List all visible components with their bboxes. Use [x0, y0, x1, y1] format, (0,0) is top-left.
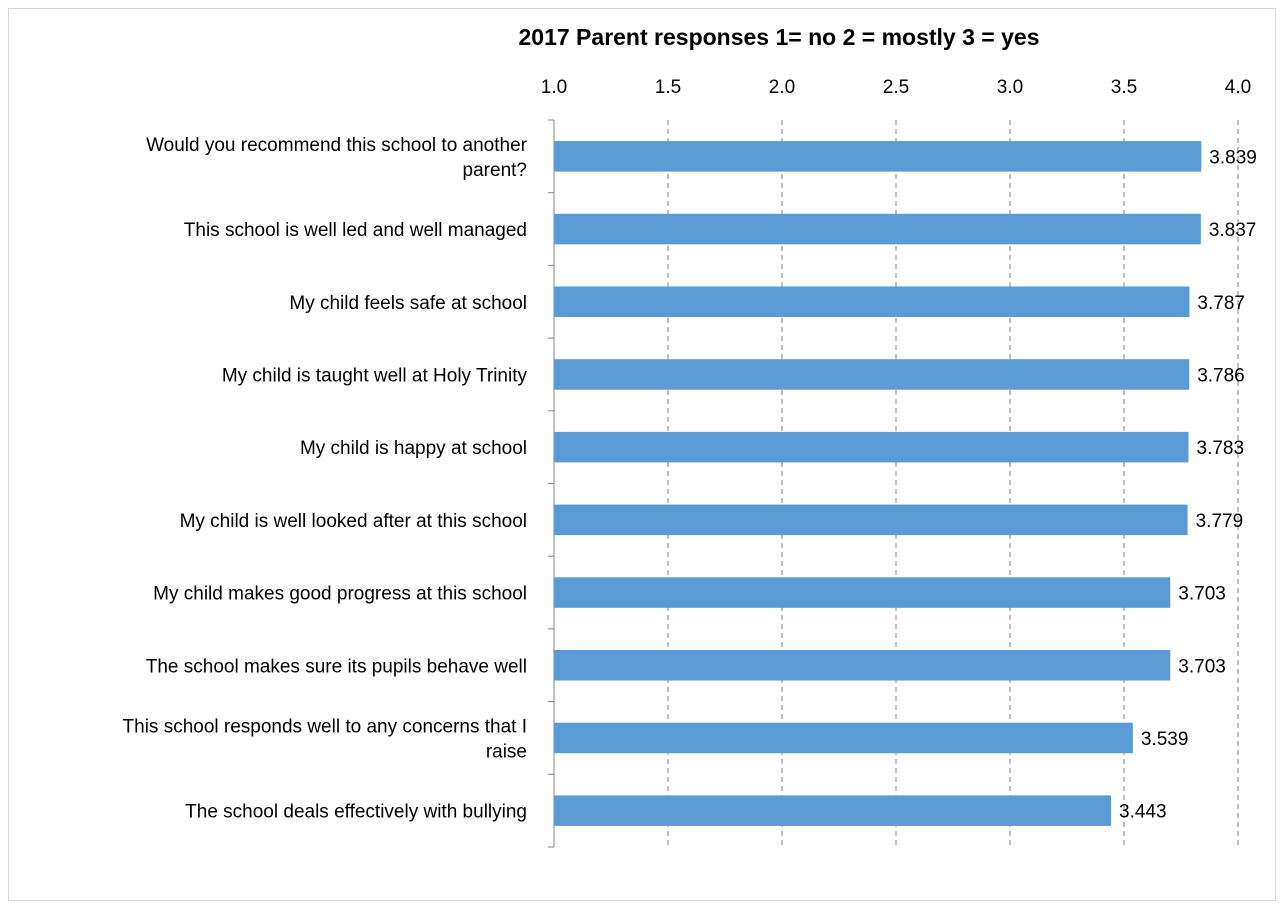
category-labels: Would you recommend this school to anoth…: [123, 135, 528, 823]
data-label: 3.703: [1178, 656, 1226, 677]
tick-label: 3.0: [997, 77, 1023, 98]
data-label: 3.539: [1141, 729, 1189, 750]
category-label: My child is happy at school: [300, 438, 527, 459]
category-label: This school responds well to any concern…: [123, 716, 527, 762]
data-label: 3.837: [1209, 220, 1257, 241]
data-labels: 3.839 3.837 3.787 3.786 3.783 3.779 3.703 3.703…: [1119, 147, 1257, 822]
chart-title: 2017 Parent responses 1= no 2 = mostly 3…: [519, 24, 1040, 50]
tick-label: 4.0: [1225, 77, 1251, 98]
bar: [554, 141, 1202, 172]
bar: [554, 577, 1171, 608]
bar: [554, 213, 1201, 245]
category-label: The school makes sure its pupils behave …: [146, 656, 527, 677]
tick-label: 1.0: [541, 77, 567, 98]
data-label: 3.779: [1196, 511, 1244, 532]
category-label: Would you recommend this school to anoth…: [146, 135, 528, 181]
tick-label: 3.5: [1111, 77, 1137, 98]
category-label: The school deals effectively with bullyi…: [185, 802, 527, 823]
tick-label: 2.5: [883, 77, 909, 98]
bar: [554, 431, 1189, 463]
category-label: My child feels safe at school: [289, 293, 527, 314]
category-label: My child is taught well at Holy Trinity: [222, 365, 528, 386]
data-label: 3.703: [1178, 584, 1226, 605]
bar: [554, 359, 1190, 390]
data-label: 3.443: [1119, 802, 1167, 823]
value-axis-ticks: 1.0 1.5 2.0 2.5 3.0 3.5 4.0: [541, 77, 1251, 98]
category-label: This school is well led and well managed: [184, 220, 527, 241]
bars: [554, 141, 1202, 826]
tick-label: 1.5: [655, 77, 681, 98]
data-label: 3.839: [1209, 147, 1257, 168]
bar: [554, 504, 1188, 536]
data-label: 3.787: [1197, 293, 1245, 314]
category-label: My child is well looked after at this sc…: [180, 511, 527, 532]
bar: [554, 286, 1190, 318]
bar: [554, 795, 1112, 826]
data-label: 3.786: [1197, 365, 1245, 386]
bar: [554, 649, 1171, 681]
tick-label: 2.0: [769, 77, 795, 98]
bar: [554, 722, 1133, 754]
data-label: 3.783: [1197, 438, 1245, 459]
category-label: My child makes good progress at this sch…: [153, 584, 527, 605]
category-axis: [548, 119, 555, 848]
